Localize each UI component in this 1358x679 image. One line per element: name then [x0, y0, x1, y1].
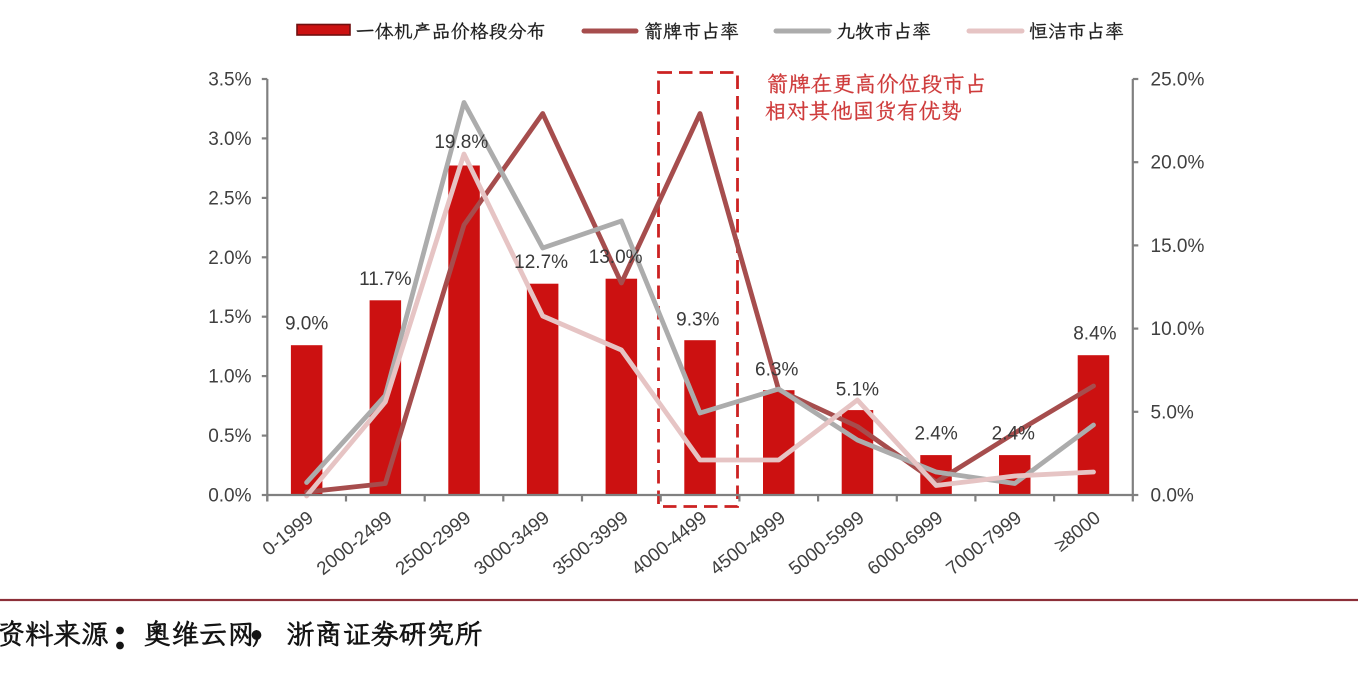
svg-text:2.4%: 2.4%	[914, 424, 957, 445]
svg-text:3.5%: 3.5%	[208, 70, 251, 91]
svg-text:9.3%: 9.3%	[676, 310, 719, 331]
svg-text:19.8%: 19.8%	[434, 132, 488, 153]
svg-text:5.1%: 5.1%	[836, 379, 879, 400]
svg-text:20.0%: 20.0%	[1151, 153, 1205, 174]
svg-text:2.0%: 2.0%	[208, 248, 251, 269]
svg-text:10.0%: 10.0%	[1151, 319, 1205, 340]
svg-text:13.0%: 13.0%	[589, 247, 643, 268]
svg-text:11.7%: 11.7%	[359, 269, 412, 290]
svg-text:25.0%: 25.0%	[1151, 70, 1205, 91]
svg-text:5.0%: 5.0%	[1151, 402, 1194, 423]
svg-text:0.5%: 0.5%	[208, 426, 251, 447]
svg-text:3.0%: 3.0%	[208, 129, 251, 150]
svg-text:1.5%: 1.5%	[208, 307, 251, 328]
svg-text:12.7%: 12.7%	[514, 252, 568, 273]
svg-text:15.0%: 15.0%	[1151, 236, 1205, 257]
svg-text:0.0%: 0.0%	[208, 486, 251, 507]
svg-text:2.4%: 2.4%	[992, 424, 1035, 445]
svg-text:1.0%: 1.0%	[208, 367, 251, 388]
svg-text:9.0%: 9.0%	[285, 314, 328, 335]
svg-text:6.3%: 6.3%	[755, 360, 798, 381]
svg-text:8.4%: 8.4%	[1073, 324, 1116, 345]
svg-text:2.5%: 2.5%	[208, 188, 251, 209]
svg-text:0.0%: 0.0%	[1151, 486, 1194, 507]
